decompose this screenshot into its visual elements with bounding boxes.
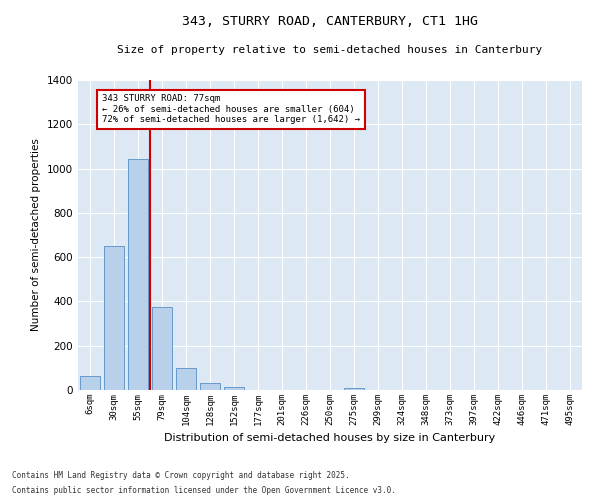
Text: Contains HM Land Registry data © Crown copyright and database right 2025.: Contains HM Land Registry data © Crown c… [12, 471, 350, 480]
Bar [200, 384, 220, 390]
Bar [344, 388, 364, 390]
Text: Contains public sector information licensed under the Open Government Licence v3: Contains public sector information licen… [12, 486, 396, 495]
Y-axis label: Number of semi-detached properties: Number of semi-detached properties [31, 138, 41, 332]
Text: 343, STURRY ROAD, CANTERBURY, CT1 1HG: 343, STURRY ROAD, CANTERBURY, CT1 1HG [182, 15, 478, 28]
X-axis label: Distribution of semi-detached houses by size in Canterbury: Distribution of semi-detached houses by … [164, 434, 496, 444]
Text: 343 STURRY ROAD: 77sqm
← 26% of semi-detached houses are smaller (604)
72% of se: 343 STURRY ROAD: 77sqm ← 26% of semi-det… [102, 94, 360, 124]
Text: Size of property relative to semi-detached houses in Canterbury: Size of property relative to semi-detach… [118, 45, 542, 55]
Bar [224, 386, 244, 390]
Bar [176, 368, 196, 390]
Bar [80, 376, 100, 390]
Bar [104, 246, 124, 390]
Bar [152, 307, 172, 390]
Bar [128, 158, 148, 390]
